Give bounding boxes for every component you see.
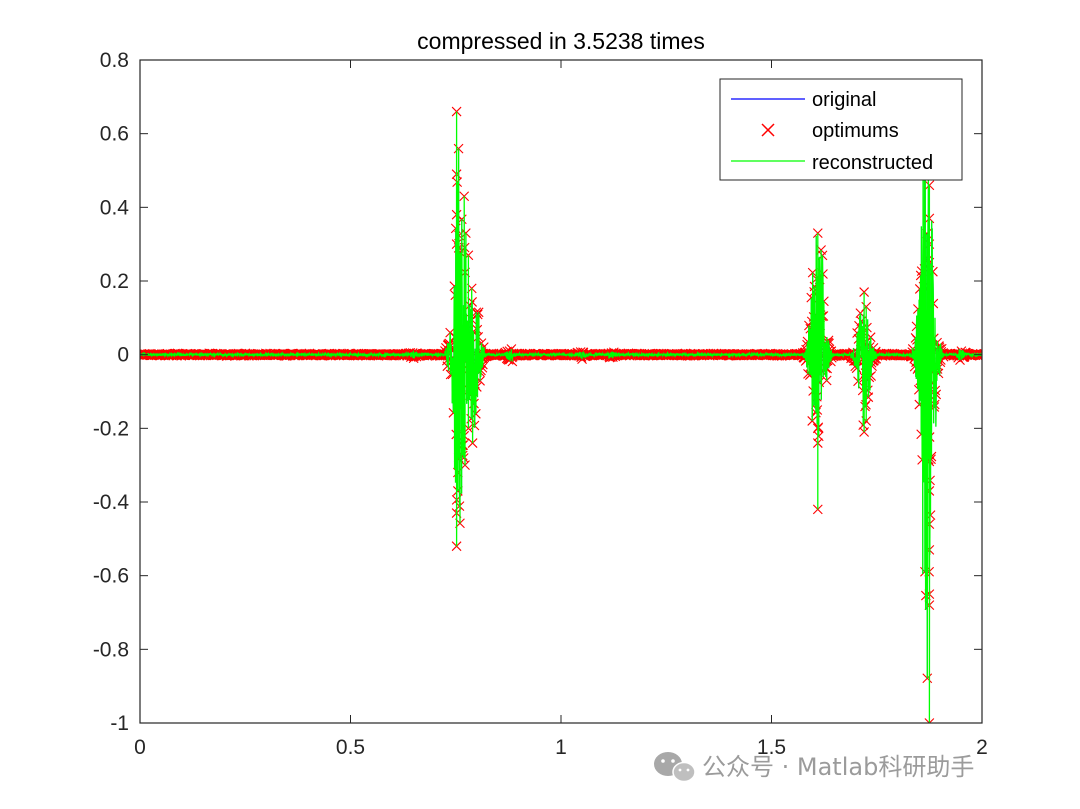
x-tick-label: 1: [555, 736, 567, 759]
y-tick-label: 0.4: [100, 196, 130, 219]
legend: original optimums reconstructed: [719, 78, 963, 181]
y-tick-label: -1: [110, 712, 129, 735]
x-tick-label: 2: [976, 736, 988, 759]
legend-label-original: original: [812, 89, 876, 111]
y-tick-label: 0: [117, 344, 129, 367]
x-tick-label: 0.5: [336, 736, 365, 759]
watermark: 公众号 · Matlab科研助手: [654, 752, 974, 783]
chart-title: compressed in 3.5238 times: [417, 28, 705, 54]
x-tick-label: 0: [134, 736, 146, 759]
optimum-marker: [860, 401, 870, 412]
y-tick-label: -0.8: [93, 638, 129, 661]
optimum-marker: [453, 143, 464, 154]
y-tick-label: -0.6: [93, 565, 129, 588]
legend-label-reconstructed: reconstructed: [812, 152, 933, 174]
y-tick-label: -0.2: [93, 417, 129, 440]
y-tick-label: 0.2: [100, 270, 129, 293]
y-tick-label: 0.8: [100, 49, 129, 72]
watermark-text: 公众号 · Matlab科研助手: [702, 753, 974, 781]
legend-label-optimums: optimums: [812, 120, 899, 142]
plot-data: [140, 106, 982, 723]
y-tick-label: -0.4: [93, 491, 130, 514]
y-tick-label: 0.6: [100, 123, 129, 146]
